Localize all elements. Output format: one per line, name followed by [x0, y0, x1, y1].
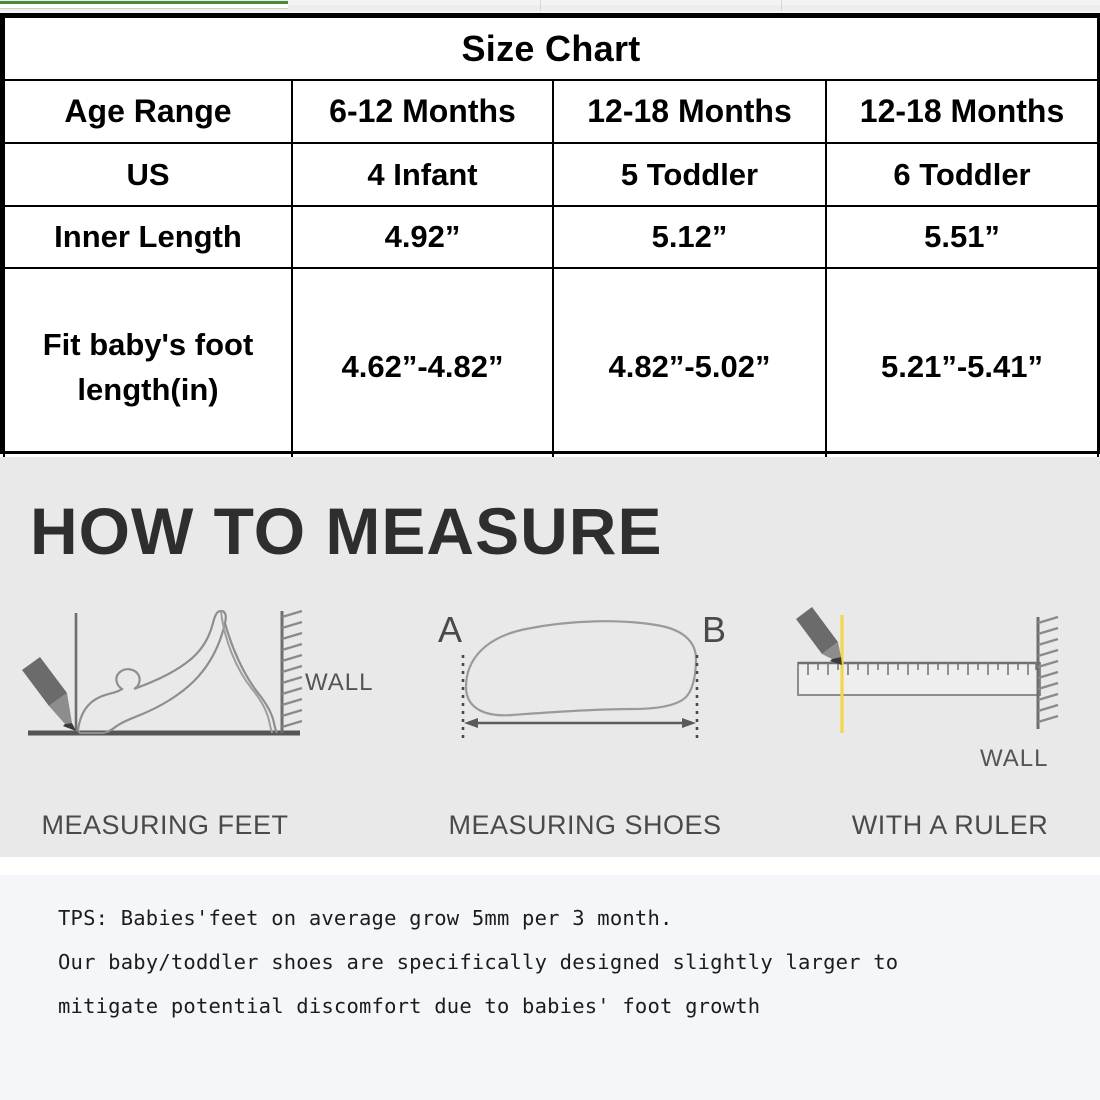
panel-measuring-feet: WALL MEASURING FEET: [10, 597, 400, 847]
cell-inner-length-3: 5.51”: [824, 205, 1100, 269]
cell-age-range-1: 6-12 Months: [291, 79, 554, 144]
table-row: Inner Length 4.92” 5.12” 5.51”: [3, 205, 1100, 269]
pencil-icon: [796, 607, 842, 665]
section-gap: [0, 857, 1100, 875]
how-to-measure-panels: WALL MEASURING FEET A: [0, 597, 1100, 847]
measuring-feet-diagram: [22, 609, 303, 736]
pencil-icon: [22, 657, 76, 731]
foot-outline-icon: [76, 609, 227, 735]
heel-outline: [223, 622, 278, 734]
top-strip-divider-1: [540, 0, 541, 11]
shoe-sole-outline-icon: [464, 620, 698, 717]
tips-line-2: Our baby/toddler shoes are specifically …: [58, 950, 899, 974]
row-label-us: US: [3, 142, 293, 207]
tips-line-1: TPS: Babies'feet on average grow 5mm per…: [58, 906, 673, 930]
top-strip-baseline: [0, 11, 1100, 13]
size-chart-table: Size Chart Age Range 6-12 Months 12-18 M…: [2, 16, 1100, 466]
top-strip-green-accent: [0, 1, 288, 9]
measuring-shoes-diagram: A B: [438, 609, 726, 743]
point-a-label: A: [438, 609, 462, 650]
point-b-label: B: [702, 609, 726, 650]
cell-fit-foot-length-2: 4.82”-5.02”: [552, 267, 827, 466]
wall-hatch-icon: [280, 609, 303, 733]
cell-inner-length-2: 5.12”: [552, 205, 827, 269]
with-a-ruler-diagram: [796, 607, 1059, 733]
row-label-fit-foot-length: Fit baby's foot length(in): [3, 267, 293, 466]
page-title: Size Chart: [2, 16, 1100, 81]
cell-fit-foot-length-1: 4.62”-4.82”: [291, 267, 554, 466]
table-row: Fit baby's foot length(in) 4.62”-4.82” 4…: [3, 267, 1100, 466]
size-chart-table-wrapper: Size Chart Age Range 6-12 Months 12-18 M…: [0, 13, 1100, 466]
cell-fit-foot-length-3: 5.21”-5.41”: [824, 267, 1100, 466]
ankle-outline: [220, 610, 273, 734]
top-strip-divider-2: [781, 0, 782, 11]
panel-caption-with-a-ruler: WITH A RULER: [851, 810, 1049, 840]
cell-us-3: 6 Toddler: [824, 142, 1100, 207]
ruler-icon: [797, 661, 1041, 696]
tips-line-3: mitigate potential discomfort due to bab…: [58, 994, 761, 1018]
panel-caption-measuring-shoes: MEASURING SHOES: [448, 810, 722, 840]
wall-label: WALL: [305, 669, 374, 696]
row-label-age-range: Age Range: [3, 79, 293, 144]
tips-section: TPS: Babies'feet on average grow 5mm per…: [0, 875, 1100, 1100]
top-strip-sheen: [288, 0, 1100, 5]
top-strip: [0, 0, 1100, 13]
cell-age-range-3: 12-18 Months: [824, 79, 1100, 144]
cell-us-1: 4 Infant: [291, 142, 554, 207]
table-row-title: Size Chart: [2, 16, 1100, 81]
wall-label: WALL: [980, 745, 1049, 772]
panel-with-a-ruler: WALL WITH A RULER: [780, 597, 1100, 847]
cell-inner-length-1: 4.92”: [291, 205, 554, 269]
cell-age-range-2: 12-18 Months: [552, 79, 827, 144]
table-row: Age Range 6-12 Months 12-18 Months 12-18…: [3, 79, 1100, 144]
wall-hatch-icon: [1036, 615, 1059, 729]
row-label-inner-length: Inner Length: [3, 205, 293, 269]
dimension-arrow-icon: [464, 718, 696, 728]
table-row: US 4 Infant 5 Toddler 6 Toddler: [3, 142, 1100, 207]
how-to-measure-heading: HOW TO MEASURE: [30, 494, 663, 568]
panel-caption-measuring-feet: MEASURING FEET: [41, 810, 289, 840]
how-to-measure-section: HOW TO MEASURE: [0, 457, 1100, 857]
panel-measuring-shoes: A B MEASURING SHOES: [420, 597, 750, 847]
cell-us-2: 5 Toddler: [552, 142, 827, 207]
